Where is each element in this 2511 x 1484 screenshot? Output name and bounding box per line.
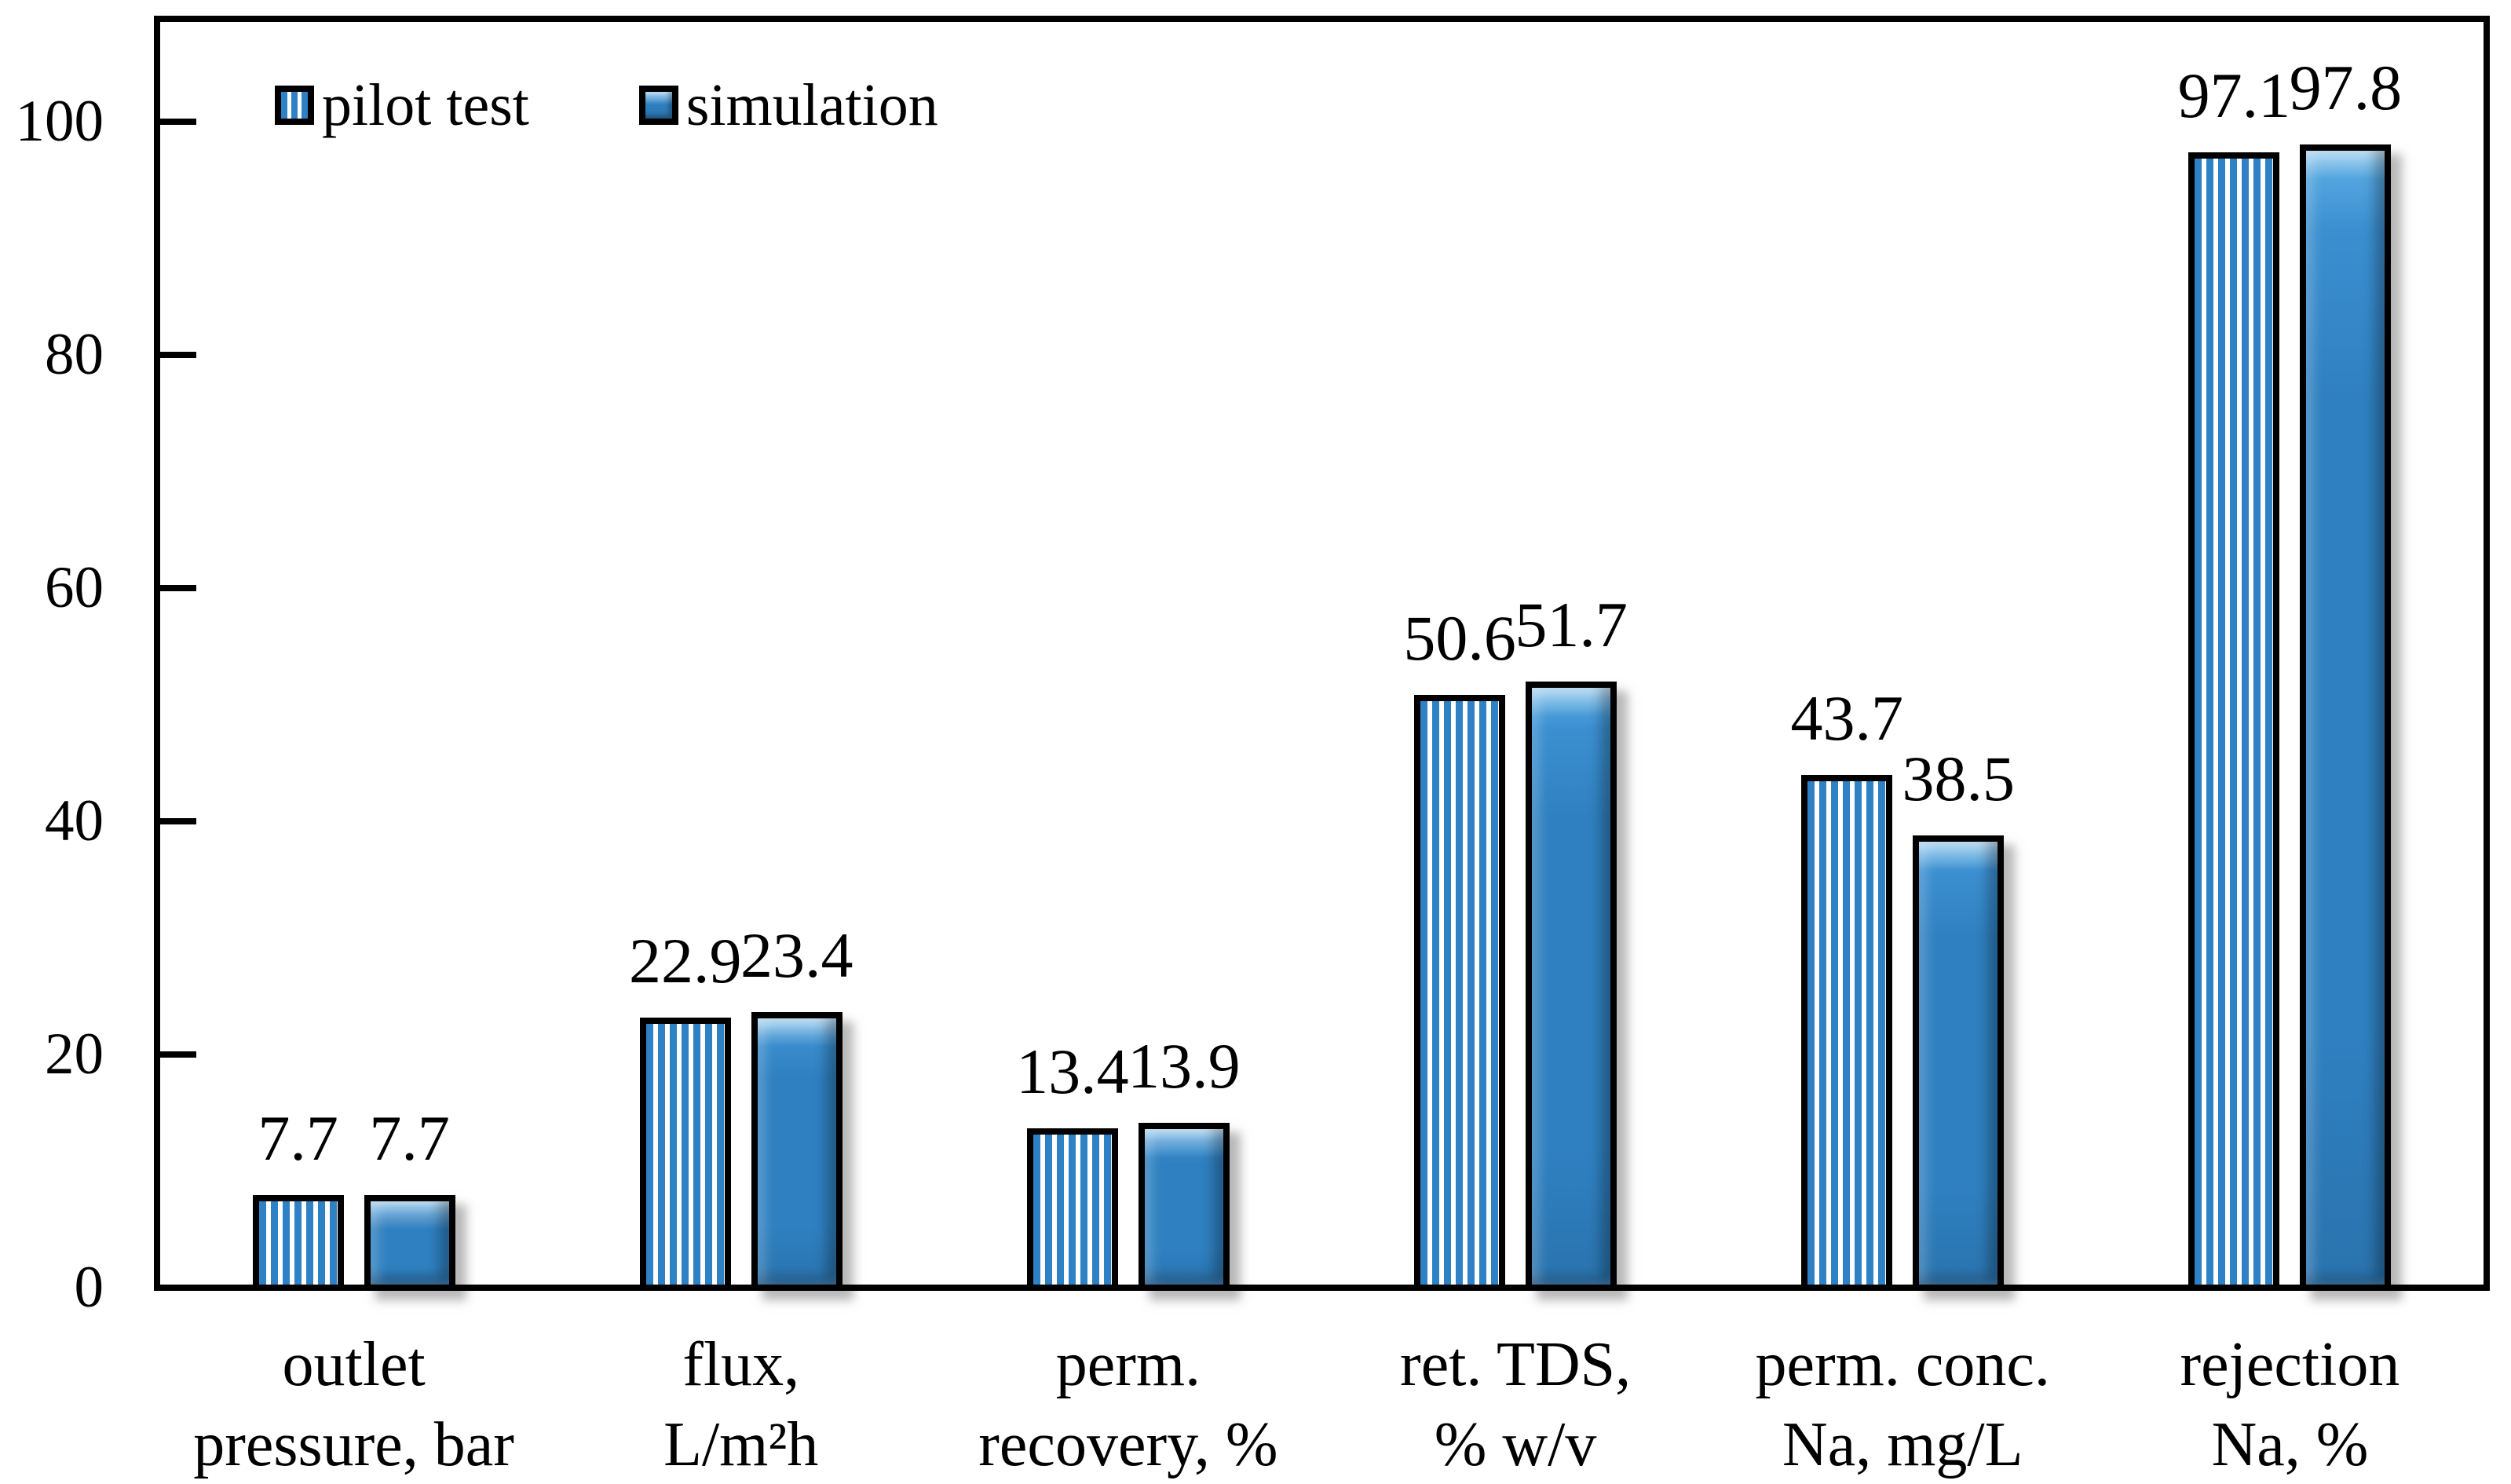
category-label-0-line2: pressure, bar bbox=[193, 1410, 514, 1479]
y-axis-tick-80 bbox=[160, 352, 196, 358]
y-axis-tick-label-80: 80 bbox=[45, 322, 104, 387]
legend-item-pilot-test: pilot test bbox=[275, 75, 529, 135]
category-label-3: ret. TDS, % w/v bbox=[1322, 1325, 1709, 1484]
y-axis-tick-100 bbox=[160, 119, 196, 125]
category-label-1-line2: L/m²h bbox=[663, 1410, 819, 1479]
data-label-solid-5: 97.8 bbox=[2289, 51, 2403, 123]
category-label-5: rejection Na, % bbox=[2096, 1325, 2484, 1484]
legend-label-simulation: simulation bbox=[685, 72, 938, 138]
y-axis-tick-40 bbox=[160, 818, 196, 824]
legend-label-pilot-test: pilot test bbox=[322, 72, 529, 138]
data-label-striped-3: 50.6 bbox=[1403, 601, 1516, 674]
bar-striped-0 bbox=[252, 1194, 344, 1291]
bar-striped-5 bbox=[2188, 152, 2280, 1291]
bar-striped-3 bbox=[1414, 694, 1506, 1291]
simulation-swatch-icon bbox=[638, 86, 678, 125]
bar-solid-3 bbox=[1526, 682, 1617, 1291]
bar-solid-5 bbox=[2300, 144, 2392, 1291]
bar-solid-0 bbox=[364, 1194, 455, 1291]
bar-striped-4 bbox=[1801, 775, 1893, 1291]
data-label-solid-3: 51.7 bbox=[1515, 589, 1628, 661]
category-label-4: perm. conc. Na, mg/L bbox=[1709, 1325, 2096, 1484]
y-axis-tick-label-60: 60 bbox=[45, 555, 104, 620]
category-label-0-line1: outlet bbox=[282, 1330, 426, 1399]
bar-solid-2 bbox=[1138, 1122, 1230, 1291]
y-axis-tick-label-40: 40 bbox=[45, 788, 104, 853]
category-label-3-line1: ret. TDS, bbox=[1400, 1330, 1632, 1399]
category-label-4-line2: Na, mg/L bbox=[1782, 1410, 2023, 1479]
category-label-5-line1: rejection bbox=[2180, 1330, 2400, 1399]
legend-item-simulation: simulation bbox=[638, 72, 938, 138]
bar-striped-2 bbox=[1026, 1128, 1118, 1291]
category-label-1-line1: flux, bbox=[682, 1330, 800, 1399]
bar-striped-1 bbox=[639, 1017, 731, 1291]
bar-solid-4 bbox=[1913, 835, 2005, 1291]
data-label-striped-4: 43.7 bbox=[1790, 682, 1904, 755]
category-label-2: perm. recovery, % bbox=[934, 1325, 1321, 1484]
category-label-2-line2: recovery, % bbox=[978, 1410, 1278, 1479]
y-axis-tick-20 bbox=[160, 1051, 196, 1058]
data-label-striped-0: 7.7 bbox=[258, 1102, 338, 1174]
data-label-solid-4: 38.5 bbox=[1902, 743, 2016, 815]
category-label-3-line2: % w/v bbox=[1434, 1410, 1597, 1479]
data-label-solid-0: 7.7 bbox=[369, 1102, 450, 1174]
data-label-striped-2: 13.4 bbox=[1016, 1036, 1129, 1107]
category-label-4-line1: perm. conc. bbox=[1755, 1330, 2050, 1399]
y-axis-tick-label-0: 0 bbox=[74, 1255, 104, 1320]
y-axis-tick-60 bbox=[160, 585, 196, 591]
y-axis-tick-label-100: 100 bbox=[15, 89, 104, 154]
pilot-test-swatch-icon bbox=[275, 86, 314, 125]
bar-solid-1 bbox=[751, 1011, 842, 1291]
data-label-striped-1: 22.9 bbox=[629, 924, 742, 996]
data-label-striped-5: 97.1 bbox=[2177, 60, 2291, 132]
category-label-2-line1: perm. bbox=[1055, 1330, 1201, 1399]
data-label-solid-1: 23.4 bbox=[740, 919, 853, 991]
y-axis-tick-label-20: 20 bbox=[45, 1022, 104, 1087]
x-axis-line bbox=[154, 1285, 2490, 1291]
legend: pilot test simulation bbox=[275, 75, 938, 135]
category-label-5-line2: Na, % bbox=[2211, 1410, 2369, 1479]
category-label-0: outlet pressure, bar bbox=[160, 1325, 547, 1484]
data-label-solid-2: 13.9 bbox=[1128, 1029, 1241, 1102]
category-label-1: flux, L/m²h bbox=[547, 1325, 934, 1484]
